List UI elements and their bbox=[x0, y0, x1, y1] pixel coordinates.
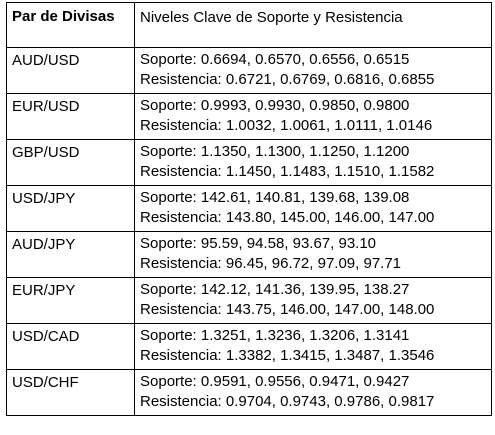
currency-pair-cell: USD/CHF bbox=[6, 369, 135, 416]
currency-pair-cell: GBP/USD bbox=[6, 139, 135, 186]
levels-cell: Soporte: 95.59, 94.58, 93.67, 93.10 Resis… bbox=[134, 231, 492, 278]
levels-cell: Soporte: 0.9993, 0.9930, 0.9850, 0.9800 R… bbox=[134, 93, 492, 140]
currency-pair-cell: AUD/JPY bbox=[6, 231, 135, 278]
currency-pair-cell: EUR/JPY bbox=[6, 277, 135, 324]
support-levels: Soporte: 95.59, 94.58, 93.67, 93.10 bbox=[140, 235, 377, 252]
levels-cell: Soporte: 142.12, 141.36, 139.95, 138.27 R… bbox=[134, 277, 492, 324]
resistance-levels: Resistencia: 1.0032, 1.0061, 1.0111, 1.0… bbox=[140, 117, 433, 134]
table-row: EUR/USD Soporte: 0.9993, 0.9930, 0.9850, … bbox=[6, 93, 492, 140]
levels-cell: Soporte: 0.9591, 0.9556, 0.9471, 0.9427 R… bbox=[134, 369, 492, 416]
table-row: EUR/JPY Soporte: 142.12, 141.36, 139.95, … bbox=[6, 277, 492, 324]
currency-pair-cell: EUR/USD bbox=[6, 93, 135, 140]
resistance-levels: Resistencia: 143.75, 146.00, 147.00, 148… bbox=[140, 301, 435, 318]
resistance-levels: Resistencia: 1.3382, 1.3415, 1.3487, 1.3… bbox=[140, 347, 435, 364]
header-pair: Par de Divisas bbox=[6, 2, 135, 48]
table-row: USD/CHF Soporte: 0.9591, 0.9556, 0.9471, … bbox=[6, 369, 492, 416]
table-row: USD/CAD Soporte: 1.3251, 1.3236, 1.3206, … bbox=[6, 323, 492, 370]
levels-cell: Soporte: 1.3251, 1.3236, 1.3206, 1.3141 R… bbox=[134, 323, 492, 370]
resistance-levels: Resistencia: 0.9704, 0.9743, 0.9786, 0.9… bbox=[140, 393, 435, 410]
resistance-levels: Resistencia: 1.1450, 1.1483, 1.1510, 1.1… bbox=[140, 163, 435, 180]
support-levels: Soporte: 1.1350, 1.1300, 1.1250, 1.1200 bbox=[140, 143, 410, 160]
currency-pair-cell: USD/CAD bbox=[6, 323, 135, 370]
currency-pair-cell: AUD/USD bbox=[6, 47, 135, 94]
support-resistance-table: Par de Divisas Niveles Clave de Soporte … bbox=[6, 2, 492, 416]
support-levels: Soporte: 142.61, 140.81, 139.68, 139.08 bbox=[140, 189, 410, 206]
support-levels: Soporte: 0.9591, 0.9556, 0.9471, 0.9427 bbox=[140, 373, 410, 390]
resistance-levels: Resistencia: 96.45, 96.72, 97.09, 97.71 bbox=[140, 255, 402, 272]
table-row: AUD/USD Soporte: 0.6694, 0.6570, 0.6556, … bbox=[6, 47, 492, 94]
levels-cell: Soporte: 1.1350, 1.1300, 1.1250, 1.1200 R… bbox=[134, 139, 492, 186]
table-row: GBP/USD Soporte: 1.1350, 1.1300, 1.1250, … bbox=[6, 139, 492, 186]
support-levels: Soporte: 0.9993, 0.9930, 0.9850, 0.9800 bbox=[140, 97, 410, 114]
levels-cell: Soporte: 142.61, 140.81, 139.68, 139.08 R… bbox=[134, 185, 492, 232]
table-row: AUD/JPY Soporte: 95.59, 94.58, 93.67, 93.… bbox=[6, 231, 492, 278]
resistance-levels: Resistencia: 0.6721, 0.6769, 0.6816, 0.6… bbox=[140, 71, 435, 88]
levels-cell: Soporte: 0.6694, 0.6570, 0.6556, 0.6515 R… bbox=[134, 47, 492, 94]
support-levels: Soporte: 0.6694, 0.6570, 0.6556, 0.6515 bbox=[140, 51, 410, 68]
table-row: USD/JPY Soporte: 142.61, 140.81, 139.68, … bbox=[6, 185, 492, 232]
table-header-row: Par de Divisas Niveles Clave de Soporte … bbox=[6, 2, 492, 48]
currency-pair-cell: USD/JPY bbox=[6, 185, 135, 232]
resistance-levels: Resistencia: 143.80, 145.00, 146.00, 147… bbox=[140, 209, 435, 226]
support-levels: Soporte: 142.12, 141.36, 139.95, 138.27 bbox=[140, 281, 410, 298]
support-levels: Soporte: 1.3251, 1.3236, 1.3206, 1.3141 bbox=[140, 327, 410, 344]
header-levels: Niveles Clave de Soporte y Resistencia bbox=[134, 2, 492, 48]
table-body: AUD/USD Soporte: 0.6694, 0.6570, 0.6556, … bbox=[6, 47, 492, 416]
levels-table-container: Par de Divisas Niveles Clave de Soporte … bbox=[6, 2, 492, 416]
